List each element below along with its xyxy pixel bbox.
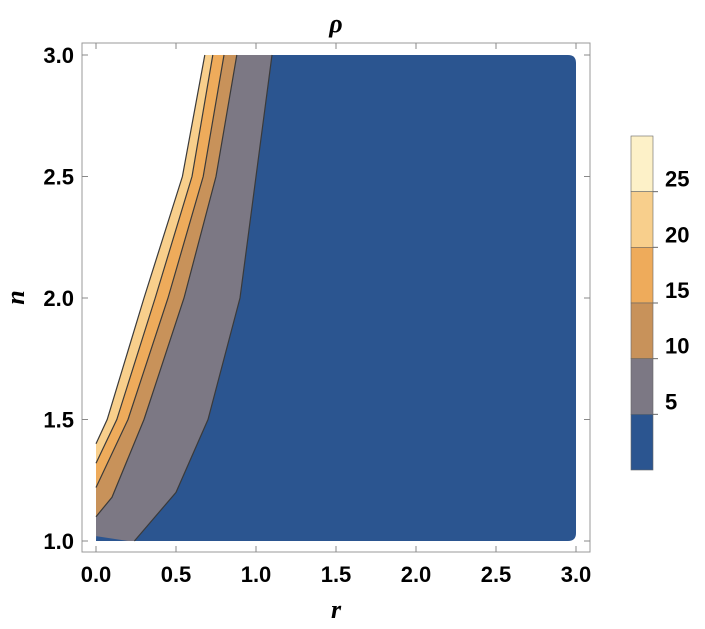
- legend-label: 20: [665, 222, 689, 247]
- contour-line-25: [95, 54, 206, 445]
- y-tick-label: 2.5: [43, 165, 74, 190]
- legend-label: 10: [665, 334, 689, 359]
- legend-label: 25: [665, 167, 689, 192]
- contour-line-5: [133, 54, 273, 542]
- y-tick-label: 3.0: [43, 43, 74, 68]
- x-tick-label: 0.5: [161, 562, 192, 587]
- contour-line-10: [95, 54, 238, 518]
- legend-swatch-15-20: [630, 247, 654, 304]
- contour-line-15: [95, 54, 225, 488]
- legend-swatch-20-25: [630, 191, 654, 248]
- y-tick-label: 1.5: [43, 408, 74, 433]
- color-legend: 5 10 15 20 25: [630, 135, 689, 471]
- x-axis-label: r: [331, 595, 342, 624]
- contour-lines: [95, 54, 273, 542]
- x-tick-label: 3.0: [561, 562, 592, 587]
- legend-swatch-25-30: [630, 135, 654, 192]
- y-axis-label: n: [1, 290, 30, 304]
- x-tick-label: 0.0: [81, 562, 112, 587]
- x-tick-label: 2.5: [481, 562, 512, 587]
- contour-line-20: [95, 54, 214, 464]
- chart-title: ρ: [328, 9, 342, 38]
- region-undefined: [83, 44, 205, 444]
- legend-swatch-10-15: [630, 302, 654, 359]
- x-axis-ticks: 0.0 0.5 1.0 1.5 2.0 2.5 3.0: [81, 43, 592, 587]
- x-tick-label: 2.0: [401, 562, 432, 587]
- y-tick-label: 1.0: [43, 529, 74, 554]
- y-axis-ticks: 1.0 1.5 2.0 2.5 3.0: [43, 43, 590, 554]
- x-tick-label: 1.0: [241, 562, 272, 587]
- legend-swatch-5-10: [630, 358, 654, 415]
- legend-swatch-0-5: [630, 414, 654, 471]
- y-tick-label: 2.0: [43, 286, 74, 311]
- x-tick-label: 1.5: [321, 562, 352, 587]
- legend-label: 5: [665, 389, 677, 414]
- legend-label: 15: [665, 278, 689, 303]
